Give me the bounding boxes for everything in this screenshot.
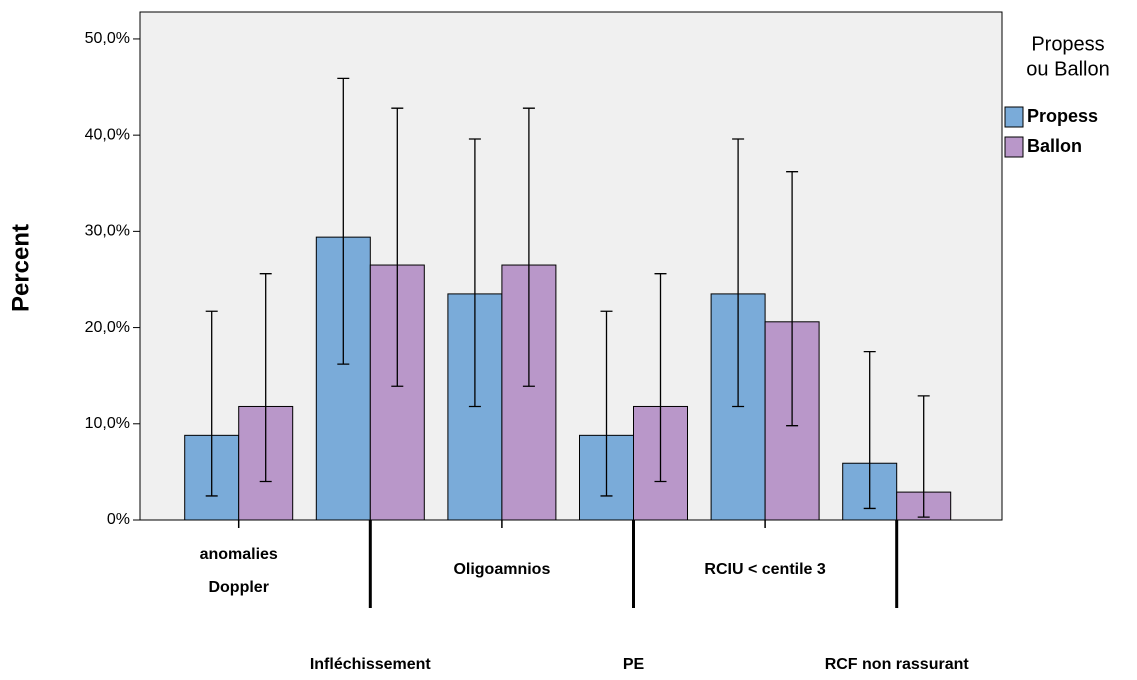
- x-tick-label: Oligoamnios: [453, 561, 550, 578]
- legend-label: Propess: [1027, 106, 1098, 126]
- x-tick-label: anomalies: [200, 546, 278, 563]
- error-bar: [259, 273, 272, 483]
- error-bar: [600, 310, 613, 497]
- error-bar: [863, 350, 876, 510]
- y-tick-label: 40,0%: [85, 126, 130, 143]
- y-tick-label: 20,0%: [85, 319, 130, 336]
- error-bar: [468, 138, 481, 408]
- error-bar: [522, 107, 535, 387]
- x-tick-label: Doppler: [208, 579, 268, 596]
- error-bar: [732, 138, 745, 408]
- y-tick-label: 10,0%: [85, 415, 130, 432]
- x-tick-label: Infléchissement: [310, 656, 432, 673]
- legend-title: Propess: [1031, 33, 1104, 55]
- y-tick-label: 30,0%: [85, 223, 130, 240]
- y-axis-label: Percent: [7, 224, 34, 312]
- error-bar: [205, 310, 218, 497]
- error-bar: [337, 77, 350, 365]
- error-bar: [917, 395, 930, 518]
- legend-label: Ballon: [1027, 136, 1082, 156]
- legend-swatch: [1004, 106, 1024, 128]
- y-tick-label: 0%: [107, 511, 130, 528]
- x-tick-label: RCIU < centile 3: [704, 561, 825, 578]
- error-bar: [786, 171, 799, 427]
- legend-title: ou Ballon: [1026, 58, 1109, 80]
- error-bar: [654, 273, 667, 483]
- x-tick-label: PE: [623, 656, 645, 673]
- legend-swatch: [1004, 136, 1024, 158]
- y-tick-label: 50,0%: [85, 30, 130, 47]
- x-tick-label: RCF non rassurant: [825, 656, 970, 673]
- error-bar: [391, 107, 404, 387]
